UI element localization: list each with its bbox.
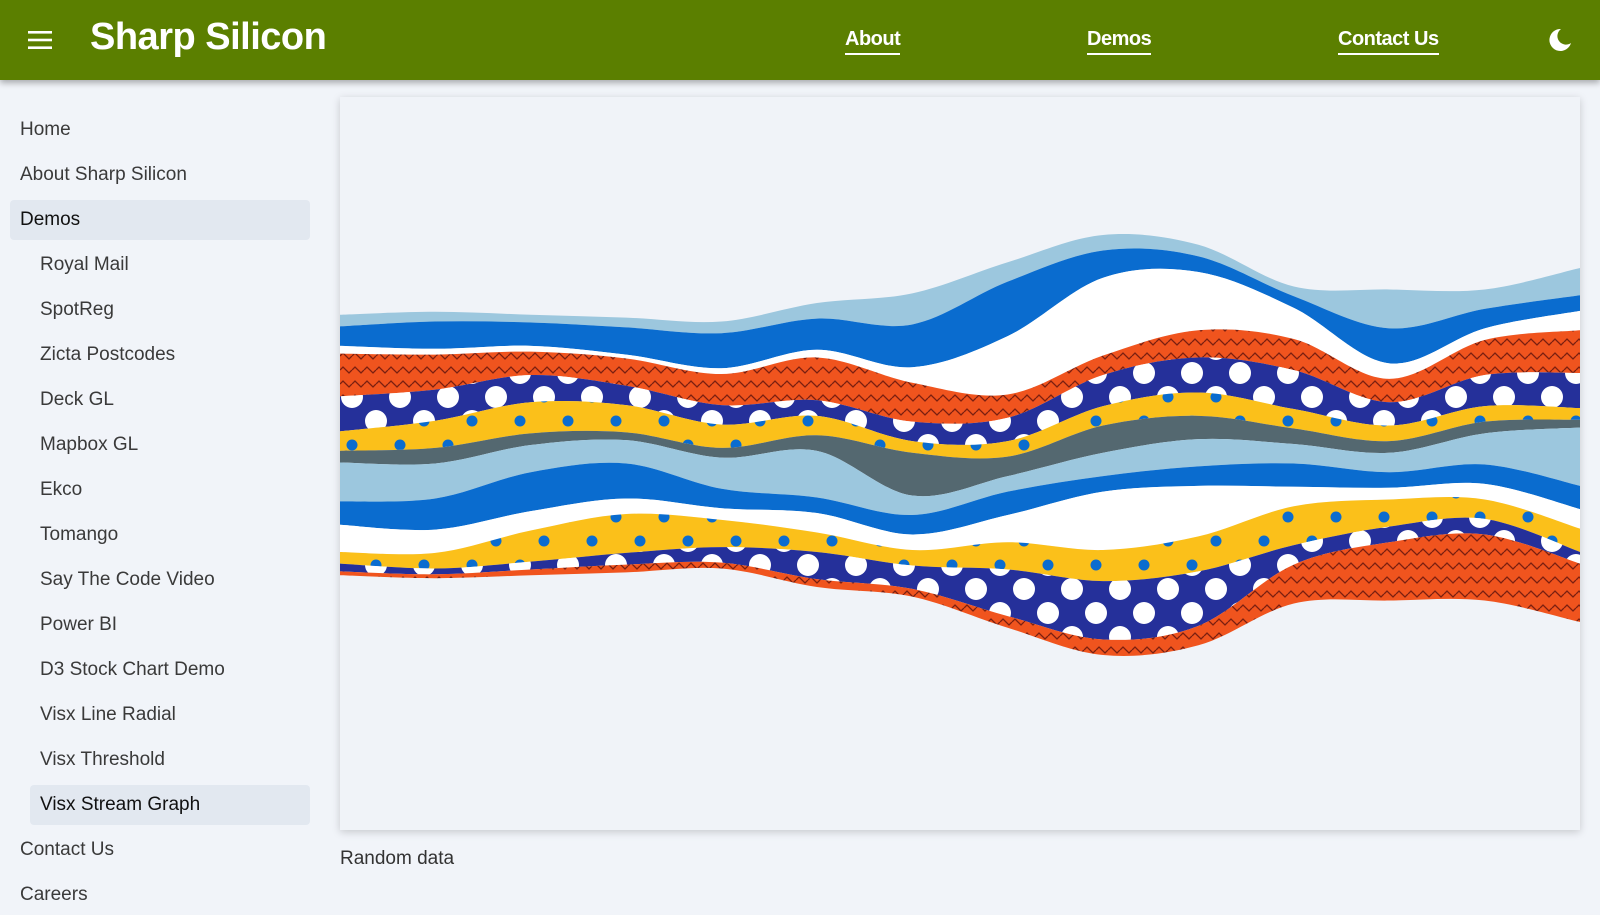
menu-button[interactable]: [28, 30, 52, 50]
nav-item[interactable]: Contact Us: [20, 839, 114, 860]
stream-layer: [340, 329, 1580, 424]
stream-layer: [340, 268, 1580, 396]
demo-item[interactable]: D3 Stock Chart Demo: [40, 659, 225, 680]
demo-item[interactable]: Mapbox GL: [40, 434, 139, 455]
stream-layer: [340, 248, 1580, 369]
caption: Random data: [340, 848, 455, 869]
stream-layer: [340, 357, 1580, 445]
demo-item[interactable]: Visx Line Radial: [40, 704, 176, 725]
stream-layer: [340, 482, 1580, 555]
stream-layer: [340, 415, 1580, 497]
nav-item[interactable]: Home: [20, 119, 71, 140]
stream-layer: [340, 234, 1580, 334]
nav-link[interactable]: About: [845, 28, 901, 55]
stream-layer: [340, 497, 1580, 582]
nav-item[interactable]: Careers: [20, 884, 88, 905]
demo-item[interactable]: Visx Threshold: [40, 749, 165, 770]
nav-link[interactable]: Demos: [1087, 28, 1152, 55]
demo-item[interactable]: Power BI: [40, 614, 118, 635]
demo-item[interactable]: Deck GL: [40, 389, 114, 410]
header: Sharp Silicon About Demos Contact Us: [0, 0, 1600, 80]
demo-item[interactable]: Zicta Postcodes: [40, 344, 176, 365]
stream-layer: [340, 427, 1580, 516]
sidebar: Home About Sharp Silicon Demos Royal Mai…: [0, 80, 320, 905]
nav-item[interactable]: Demos: [10, 200, 310, 240]
chart-card: [340, 97, 1580, 830]
stream-layer: [340, 462, 1580, 535]
demo-item[interactable]: Tomango: [40, 524, 119, 545]
nav-link[interactable]: Contact Us: [1338, 28, 1439, 55]
demo-item[interactable]: Say The Code Video: [40, 569, 215, 590]
stream-layer: [340, 517, 1580, 640]
brand[interactable]: Sharp Silicon: [90, 16, 327, 58]
demo-item[interactable]: Visx Stream Graph: [30, 785, 310, 825]
demo-item[interactable]: SpotReg: [40, 299, 114, 320]
nav-item[interactable]: About Sharp Silicon: [20, 164, 187, 185]
demo-item[interactable]: Royal Mail: [40, 254, 129, 275]
theme-toggle[interactable]: [1548, 28, 1572, 52]
stream-layer: [340, 392, 1580, 459]
demo-item[interactable]: Ekco: [40, 479, 83, 500]
stream-layer: [340, 533, 1580, 656]
stream-graph: [340, 234, 1580, 656]
